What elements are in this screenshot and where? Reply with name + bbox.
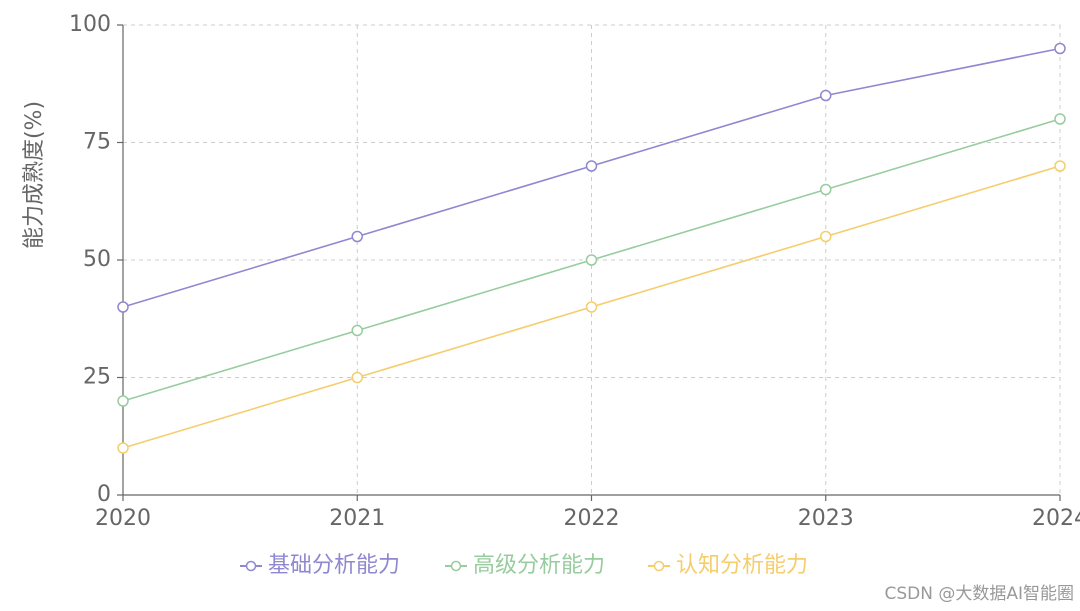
x-tick-label: 2023 xyxy=(798,506,854,531)
data-point xyxy=(117,442,129,454)
data-point xyxy=(1054,42,1066,55)
data-point xyxy=(117,395,129,407)
data-point xyxy=(820,230,832,243)
data-point xyxy=(585,254,598,266)
data-point xyxy=(585,301,598,313)
legend-label: 高级分析能力 xyxy=(473,553,605,578)
watermark: CSDN @大数据AI智能圈 xyxy=(884,584,1074,604)
data-point xyxy=(117,301,129,313)
legend-label: 认知分析能力 xyxy=(676,553,808,578)
x-tick-label: 2022 xyxy=(564,506,620,531)
data-point xyxy=(1054,113,1066,125)
data-point xyxy=(351,324,363,337)
y-tick-label: 25 xyxy=(83,365,111,390)
x-tick-label: 2024 xyxy=(1032,506,1080,531)
legend-marker xyxy=(245,560,257,572)
legend-marker xyxy=(653,560,665,572)
y-tick-label: 0 xyxy=(97,482,111,507)
y-axis-label: 能力成熟度(%) xyxy=(22,101,47,249)
data-point xyxy=(1054,160,1066,172)
y-tick-label: 50 xyxy=(83,247,111,272)
data-point xyxy=(820,183,832,196)
y-tick-label: 75 xyxy=(83,130,111,155)
x-tick-label: 2020 xyxy=(95,506,151,531)
data-point xyxy=(351,230,363,243)
legend-marker xyxy=(450,560,462,572)
y-tick-label: 100 xyxy=(69,12,111,37)
data-point xyxy=(585,160,598,172)
data-point xyxy=(351,371,363,384)
data-point xyxy=(820,89,832,102)
legend-label: 基础分析能力 xyxy=(268,553,400,578)
x-tick-label: 2021 xyxy=(329,506,385,531)
